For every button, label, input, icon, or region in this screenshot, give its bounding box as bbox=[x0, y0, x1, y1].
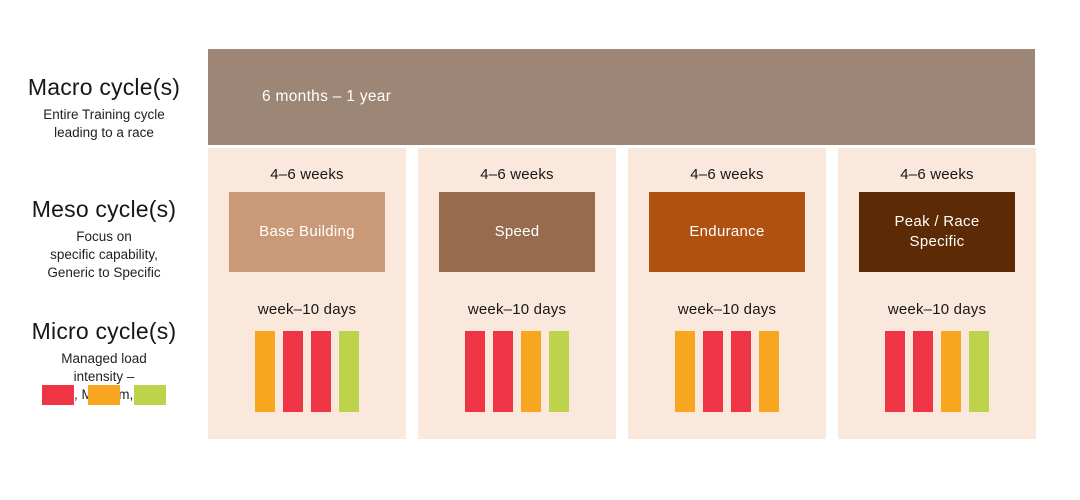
micro-bar-red bbox=[703, 331, 723, 412]
meso-phase-box: Speed bbox=[439, 192, 595, 272]
micro-duration-label: week–10 days bbox=[467, 301, 567, 318]
weeks-duration-label: 4–6 weeks bbox=[480, 166, 554, 183]
row-labels-sidebar: Macro cycle(s) Entire Training cycle lea… bbox=[0, 0, 208, 500]
micro-bar-red bbox=[465, 331, 485, 412]
micro-bar-orange bbox=[941, 331, 961, 412]
column-peak-race-specific: 4–6 weeks Peak / Race Specific week–10 d… bbox=[838, 148, 1036, 439]
meso-title: Meso cycle(s) bbox=[31, 196, 177, 222]
micro-bar-green bbox=[339, 331, 359, 412]
micro-bars bbox=[255, 331, 359, 412]
intensity-legend bbox=[0, 385, 208, 405]
micro-bars bbox=[675, 331, 779, 412]
column-endurance: 4–6 weeks Endurance week–10 days bbox=[628, 148, 826, 439]
meso-description: Focus on specific capability, Generic to… bbox=[47, 229, 161, 281]
weeks-duration-label: 4–6 weeks bbox=[900, 166, 974, 183]
cycle-columns: 4–6 weeks Base Building week–10 days 4–6… bbox=[208, 148, 1036, 439]
micro-title: Micro cycle(s) bbox=[31, 318, 177, 344]
meso-phase-box: Endurance bbox=[649, 192, 805, 272]
legend-swatch-low bbox=[134, 385, 166, 405]
micro-bar-red bbox=[913, 331, 933, 412]
macro-description: Entire Training cycle leading to a race bbox=[43, 107, 165, 141]
meso-phase-box: Peak / Race Specific bbox=[859, 192, 1015, 272]
macro-duration-bar: 6 months – 1 year bbox=[208, 49, 1035, 145]
micro-bars bbox=[465, 331, 569, 412]
weeks-duration-label: 4–6 weeks bbox=[270, 166, 344, 183]
meso-phase-box: Base Building bbox=[229, 192, 385, 272]
macro-row-label: Macro cycle(s) Entire Training cycle lea… bbox=[0, 74, 208, 142]
micro-bar-orange bbox=[759, 331, 779, 412]
weeks-duration-label: 4–6 weeks bbox=[690, 166, 764, 183]
micro-bar-red bbox=[493, 331, 513, 412]
legend-swatch-medium bbox=[88, 385, 120, 405]
micro-bar-orange bbox=[675, 331, 695, 412]
micro-bar-red bbox=[731, 331, 751, 412]
micro-bar-green bbox=[969, 331, 989, 412]
micro-bar-orange bbox=[255, 331, 275, 412]
micro-duration-label: week–10 days bbox=[677, 301, 777, 318]
macro-title: Macro cycle(s) bbox=[27, 74, 181, 100]
micro-duration-label: week–10 days bbox=[887, 301, 987, 318]
micro-bar-orange bbox=[521, 331, 541, 412]
micro-bar-red bbox=[311, 331, 331, 412]
column-speed: 4–6 weeks Speed week–10 days bbox=[418, 148, 616, 439]
meso-row-label: Meso cycle(s) Focus on specific capabili… bbox=[0, 196, 208, 283]
micro-bar-green bbox=[549, 331, 569, 412]
macro-duration-label: 6 months – 1 year bbox=[262, 88, 392, 105]
micro-bar-red bbox=[283, 331, 303, 412]
legend-swatch-high bbox=[42, 385, 74, 405]
micro-bars bbox=[885, 331, 989, 412]
micro-duration-label: week–10 days bbox=[257, 301, 357, 318]
micro-bar-red bbox=[885, 331, 905, 412]
column-base-building: 4–6 weeks Base Building week–10 days bbox=[208, 148, 406, 439]
